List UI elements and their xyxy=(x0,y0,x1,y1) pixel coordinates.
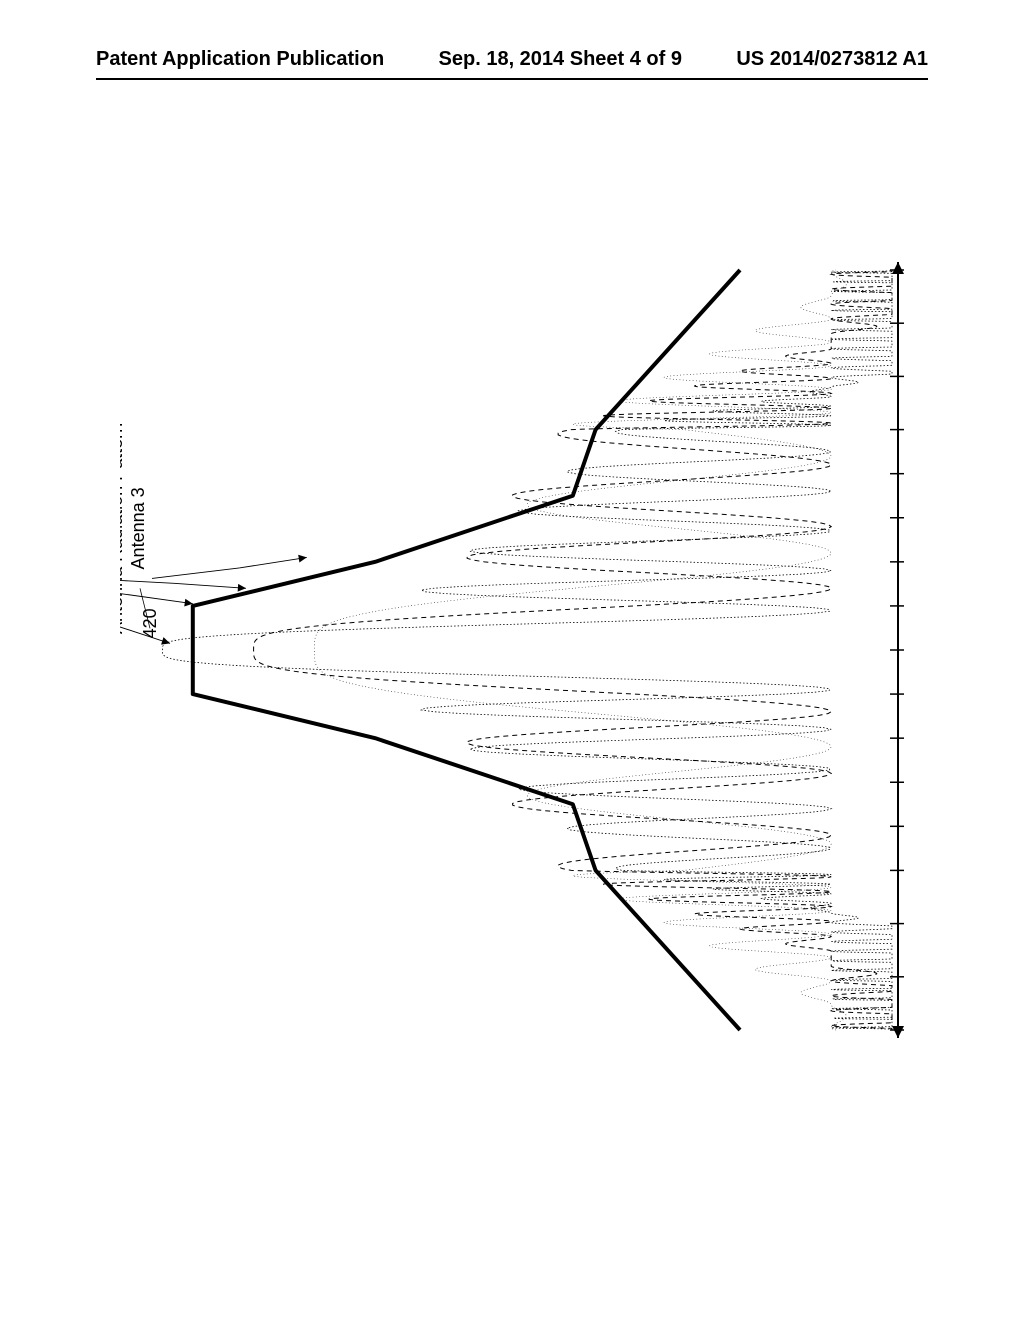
svg-text:Antenna 3: Antenna 3 xyxy=(128,487,148,569)
figure-4: -20°-15°-10°-5°-4°-3°-2°-1°0°1°2°3°4°5°1… xyxy=(120,150,904,1200)
header-right: US 2014/0273812 A1 xyxy=(736,48,928,71)
header-center: Sep. 18, 2014 Sheet 4 of 9 xyxy=(439,48,682,71)
header-rule xyxy=(96,78,928,80)
svg-text:Antenna Radiation Pattern: Antenna Radiation Pattern xyxy=(120,423,126,634)
header-left: Patent Application Publication xyxy=(96,48,384,71)
svg-text:420: 420 xyxy=(140,608,160,638)
